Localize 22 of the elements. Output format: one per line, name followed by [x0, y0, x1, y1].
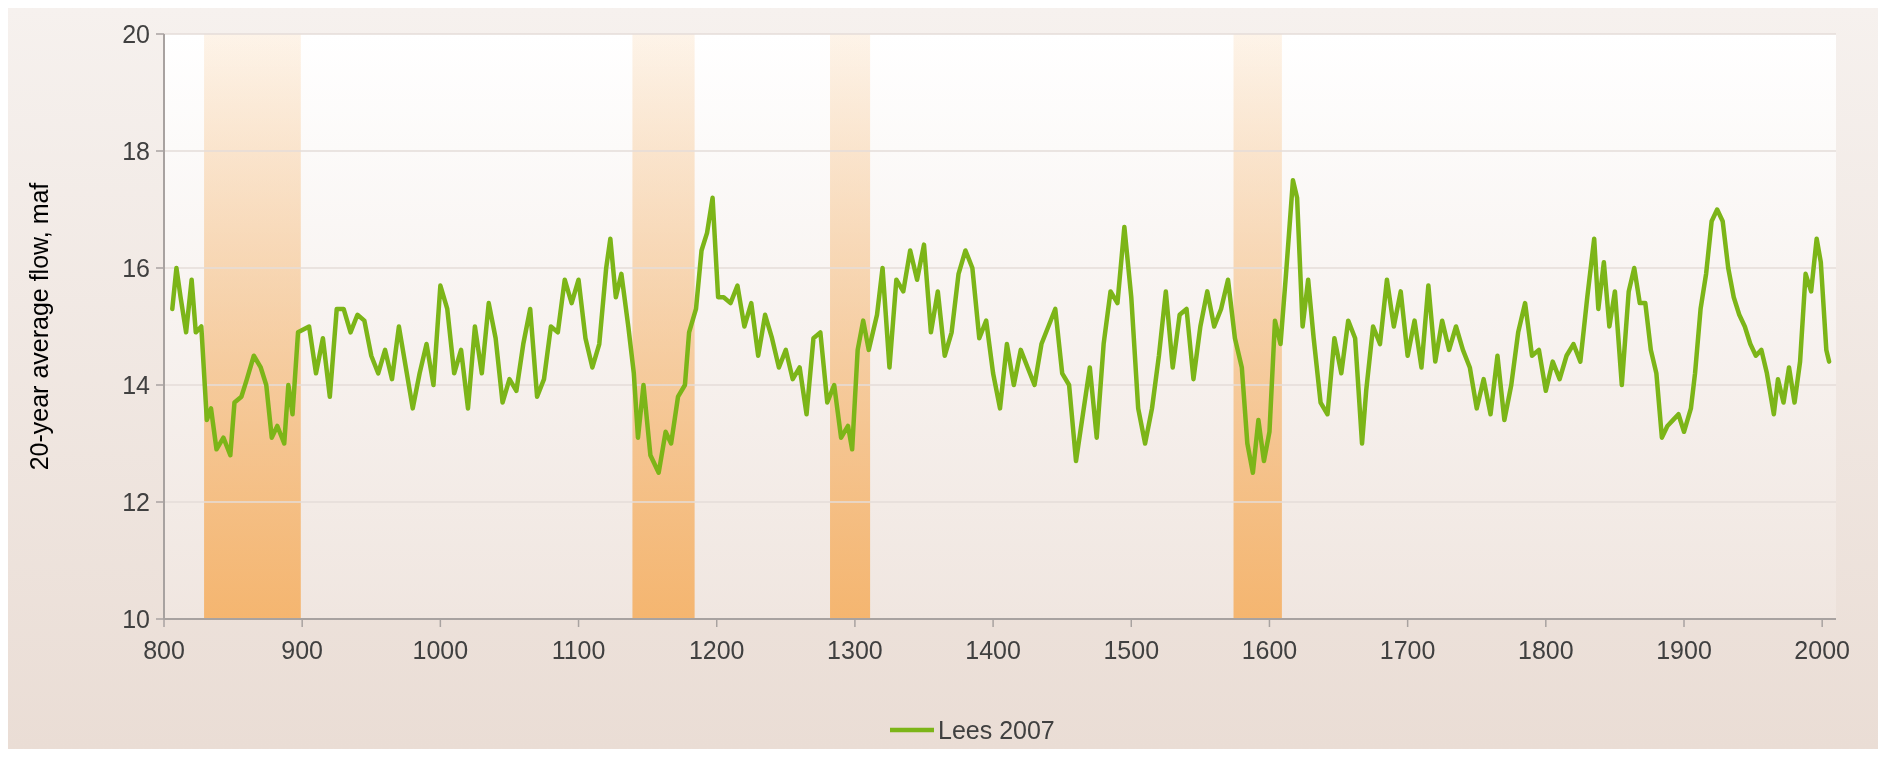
- x-tick-label: 1600: [1241, 636, 1298, 664]
- line-series: [170, 178, 1832, 475]
- x-tick-label: 1800: [1518, 636, 1574, 664]
- x-tick-label: 1900: [1656, 636, 1712, 664]
- y-tick-label: 18: [122, 136, 150, 165]
- x-tick-label: 2000: [1794, 636, 1850, 664]
- x-tick-label: 1500: [1103, 636, 1160, 664]
- x-tick-label: 1200: [688, 636, 745, 664]
- x-tick-label: 1000: [412, 636, 469, 664]
- y-axis-title: 20-year average flow, maf: [25, 182, 53, 471]
- y-tick-label: 16: [122, 253, 150, 282]
- y-tick-label: 20: [122, 19, 150, 48]
- x-tick-label: 1300: [827, 636, 883, 664]
- y-tick-label: 10: [122, 604, 150, 633]
- x-tick-label: 1100: [551, 636, 606, 664]
- x-tick-label: 900: [281, 636, 324, 664]
- y-tick-label: 14: [122, 370, 151, 399]
- x-tick-label: 800: [143, 636, 185, 664]
- legend-label: Lees 2007: [938, 715, 1055, 744]
- y-tick-label: 12: [122, 487, 150, 516]
- x-tick-label: 1400: [965, 636, 1021, 664]
- x-tick-label: 1700: [1379, 636, 1436, 664]
